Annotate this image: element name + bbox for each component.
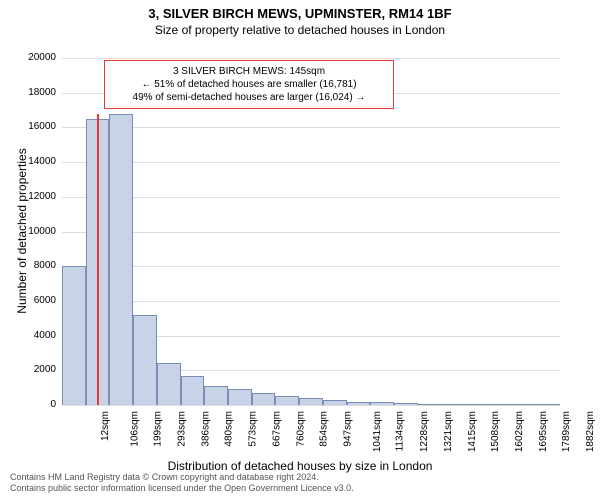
histogram-bar bbox=[465, 404, 489, 405]
property-marker-line bbox=[97, 114, 99, 405]
x-tick-label: 12sqm bbox=[100, 411, 111, 441]
gridline bbox=[62, 405, 560, 406]
x-tick-label: 1228sqm bbox=[419, 411, 430, 452]
x-tick-label: 854sqm bbox=[319, 411, 330, 447]
footer-line-1: Contains HM Land Registry data © Crown c… bbox=[10, 472, 590, 483]
annotation-line-3: 49% of semi-detached houses are larger (… bbox=[113, 91, 385, 104]
annotation-line-2: ← 51% of detached houses are smaller (16… bbox=[113, 78, 385, 91]
y-tick-label: 12000 bbox=[6, 191, 56, 202]
gridline bbox=[62, 197, 560, 198]
y-tick-label: 20000 bbox=[6, 52, 56, 63]
histogram-bar bbox=[489, 404, 513, 405]
histogram-bar bbox=[157, 363, 181, 405]
x-tick-label: 293sqm bbox=[177, 411, 188, 447]
x-tick-label: 1508sqm bbox=[490, 411, 501, 452]
gridline bbox=[62, 127, 560, 128]
y-tick-label: 0 bbox=[6, 399, 56, 410]
histogram-bar bbox=[109, 114, 133, 405]
y-tick-label: 18000 bbox=[6, 87, 56, 98]
gridline bbox=[62, 301, 560, 302]
x-tick-label: 760sqm bbox=[295, 411, 306, 447]
x-tick-label: 1134sqm bbox=[395, 411, 406, 451]
annotation-box: 3 SILVER BIRCH MEWS: 145sqm ← 51% of det… bbox=[104, 60, 394, 109]
histogram-bar bbox=[394, 403, 418, 405]
chart-title-sub: Size of property relative to detached ho… bbox=[0, 21, 600, 37]
x-tick-label: 1415sqm bbox=[467, 411, 478, 452]
x-tick-label: 1041sqm bbox=[372, 411, 383, 452]
y-tick-label: 16000 bbox=[6, 121, 56, 132]
x-tick-label: 106sqm bbox=[129, 411, 140, 447]
x-tick-label: 199sqm bbox=[153, 411, 164, 447]
footer-line-2: Contains public sector information licen… bbox=[10, 483, 590, 494]
histogram-bar bbox=[181, 376, 205, 405]
x-tick-label: 1882sqm bbox=[585, 411, 596, 452]
histogram-bar bbox=[418, 404, 442, 405]
histogram-bar bbox=[252, 393, 276, 405]
x-tick-label: 1321sqm bbox=[443, 411, 454, 452]
histogram-bar bbox=[441, 404, 465, 405]
x-tick-label: 1789sqm bbox=[562, 411, 573, 452]
x-tick-label: 1695sqm bbox=[538, 411, 549, 452]
gridline bbox=[62, 266, 560, 267]
gridline bbox=[62, 232, 560, 233]
x-tick-label: 667sqm bbox=[271, 411, 282, 447]
histogram-bar bbox=[275, 396, 299, 405]
gridline bbox=[62, 58, 560, 59]
histogram-bar bbox=[62, 266, 86, 405]
histogram-bar bbox=[370, 402, 394, 405]
chart-title-main: 3, SILVER BIRCH MEWS, UPMINSTER, RM14 1B… bbox=[0, 0, 600, 21]
y-tick-label: 14000 bbox=[6, 156, 56, 167]
annotation-line-1: 3 SILVER BIRCH MEWS: 145sqm bbox=[113, 65, 385, 78]
x-tick-label: 386sqm bbox=[200, 411, 211, 447]
plot-area bbox=[62, 58, 560, 405]
footer-attribution: Contains HM Land Registry data © Crown c… bbox=[10, 472, 590, 495]
histogram-bar bbox=[536, 404, 560, 405]
histogram-bar bbox=[204, 386, 228, 405]
gridline bbox=[62, 162, 560, 163]
x-tick-label: 480sqm bbox=[224, 411, 235, 447]
histogram-bar bbox=[347, 402, 371, 405]
y-tick-label: 2000 bbox=[6, 364, 56, 375]
y-tick-label: 6000 bbox=[6, 295, 56, 306]
histogram-bar bbox=[228, 389, 252, 405]
y-tick-label: 10000 bbox=[6, 226, 56, 237]
x-tick-label: 1602sqm bbox=[514, 411, 525, 452]
histogram-bar bbox=[513, 404, 537, 405]
x-tick-label: 947sqm bbox=[343, 411, 354, 447]
histogram-bar bbox=[133, 315, 157, 405]
x-tick-label: 573sqm bbox=[248, 411, 259, 447]
y-tick-label: 4000 bbox=[6, 330, 56, 341]
y-tick-label: 8000 bbox=[6, 260, 56, 271]
histogram-bar bbox=[299, 398, 323, 405]
histogram-bar bbox=[323, 400, 347, 405]
